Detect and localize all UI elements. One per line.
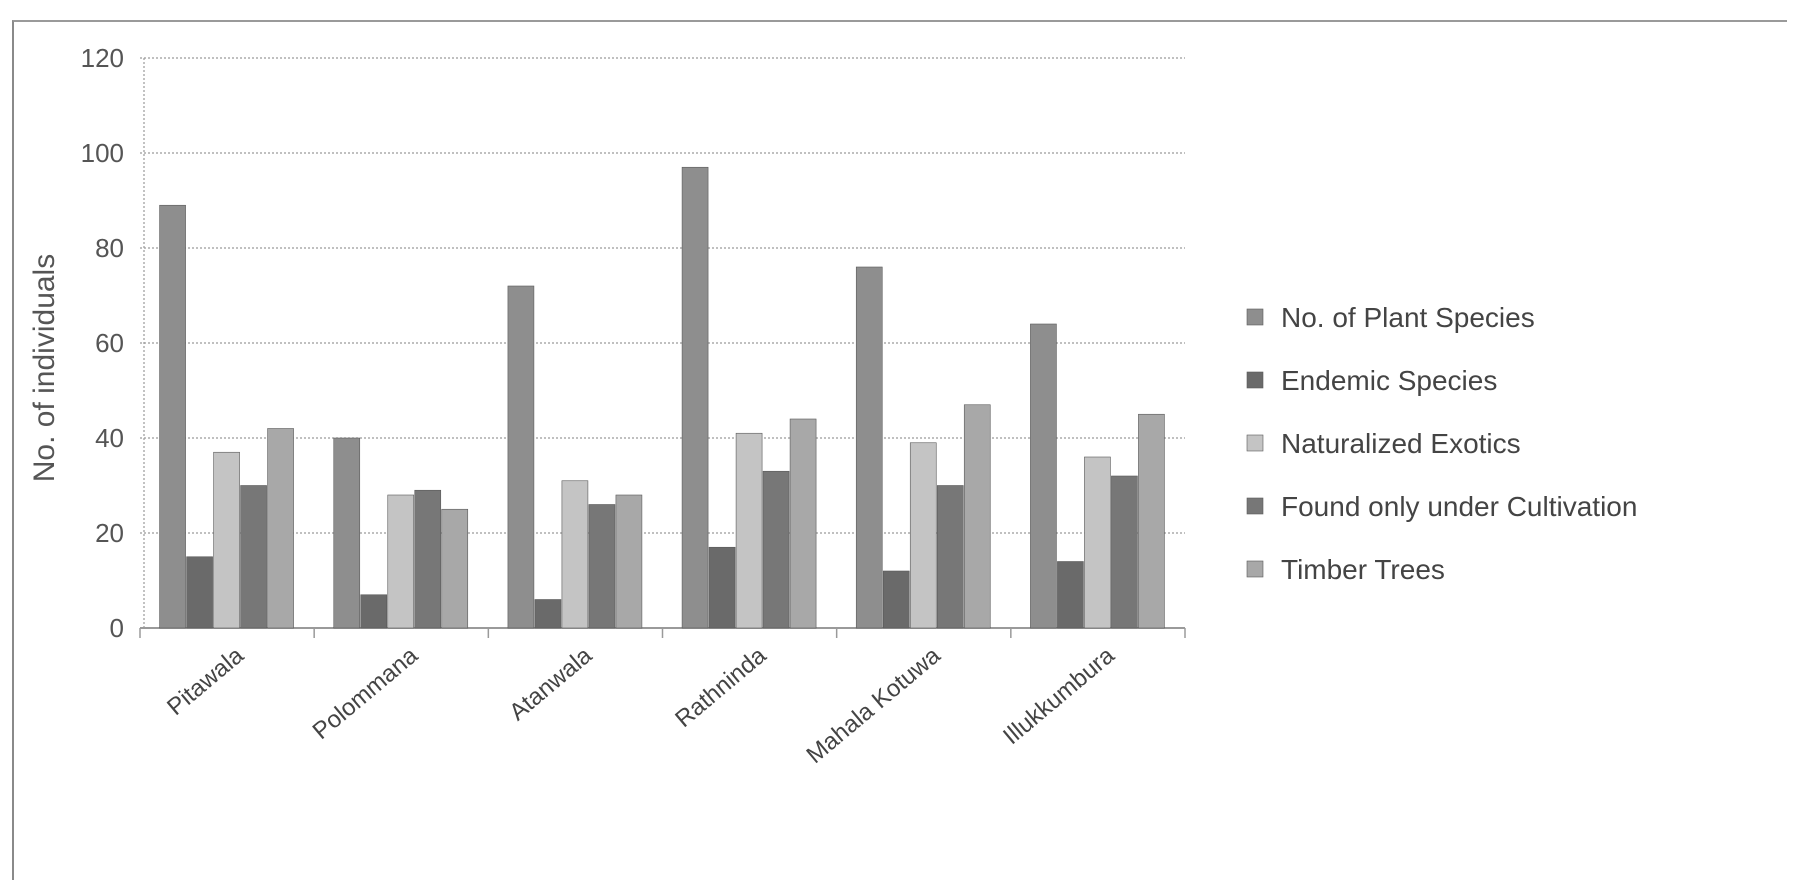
bar-1-3	[507, 285, 535, 629]
category-label: Illukkumbura	[998, 641, 1120, 750]
y-tick-label: 40	[95, 423, 124, 453]
chart-frame	[12, 20, 1787, 880]
bar-4-1	[240, 485, 267, 629]
y-axis-title: No. of individuals	[28, 254, 61, 482]
bar-4-4	[762, 470, 790, 629]
legend-swatch	[1246, 560, 1264, 578]
bar-5-3	[615, 494, 643, 629]
bar-2-2	[360, 594, 388, 629]
legend-label: Timber Trees	[1281, 554, 1445, 585]
bar-5-4	[789, 418, 817, 629]
gridlines	[140, 57, 1185, 628]
category-label: Rathninda	[670, 641, 772, 732]
y-tick-label: 80	[95, 233, 124, 263]
category-label: Pitawala	[162, 641, 249, 720]
bar-3-5	[909, 442, 937, 629]
bar-3-4	[735, 432, 763, 629]
category-label: Mahala Kotuwa	[802, 641, 947, 768]
legend-label: Found only under Cultivation	[1281, 491, 1637, 522]
bar-2-6	[1057, 561, 1084, 629]
bar-4-3	[588, 504, 616, 629]
y-tick-label: 20	[95, 518, 124, 548]
bar-1-4	[681, 166, 709, 629]
bar-5-2	[441, 508, 469, 629]
bar-1-1	[159, 204, 186, 629]
bar-5-5	[963, 404, 991, 629]
bar-1-6	[1030, 323, 1057, 629]
y-tick-label: 60	[95, 328, 124, 358]
category-label: Atanwala	[504, 641, 597, 726]
bar-5-6	[1138, 413, 1165, 629]
bar-5-1	[267, 428, 294, 629]
bar-2-5	[882, 570, 910, 629]
category-label: Polommana	[308, 641, 424, 744]
bar-3-3	[561, 480, 589, 629]
bar-1-5	[855, 266, 883, 629]
bar-2-3	[534, 599, 562, 629]
y-tick-label: 0	[110, 613, 124, 643]
bar-4-5	[936, 485, 964, 629]
legend-swatch	[1246, 497, 1264, 515]
legend-label: Endemic Species	[1281, 365, 1497, 396]
y-tick-label: 120	[81, 43, 124, 73]
bars	[159, 166, 1165, 629]
legend-swatch	[1246, 434, 1264, 452]
bar-3-6	[1084, 456, 1111, 629]
legend-label: Naturalized Exotics	[1281, 428, 1521, 459]
bar-3-1	[213, 451, 240, 629]
bar-3-2	[387, 494, 415, 629]
bar-1-2	[333, 437, 361, 629]
y-tick-label: 100	[81, 138, 124, 168]
legend: No. of Plant Species Endemic Species Natur…	[1246, 302, 1637, 585]
bar-4-2	[414, 489, 442, 629]
axes	[139, 627, 1186, 638]
legend-swatch	[1246, 308, 1264, 326]
bar-4-6	[1111, 475, 1138, 629]
bar-2-4	[708, 546, 736, 629]
legend-swatch	[1246, 371, 1264, 389]
legend-label: No. of Plant Species	[1281, 302, 1535, 333]
bar-2-1	[186, 556, 213, 629]
